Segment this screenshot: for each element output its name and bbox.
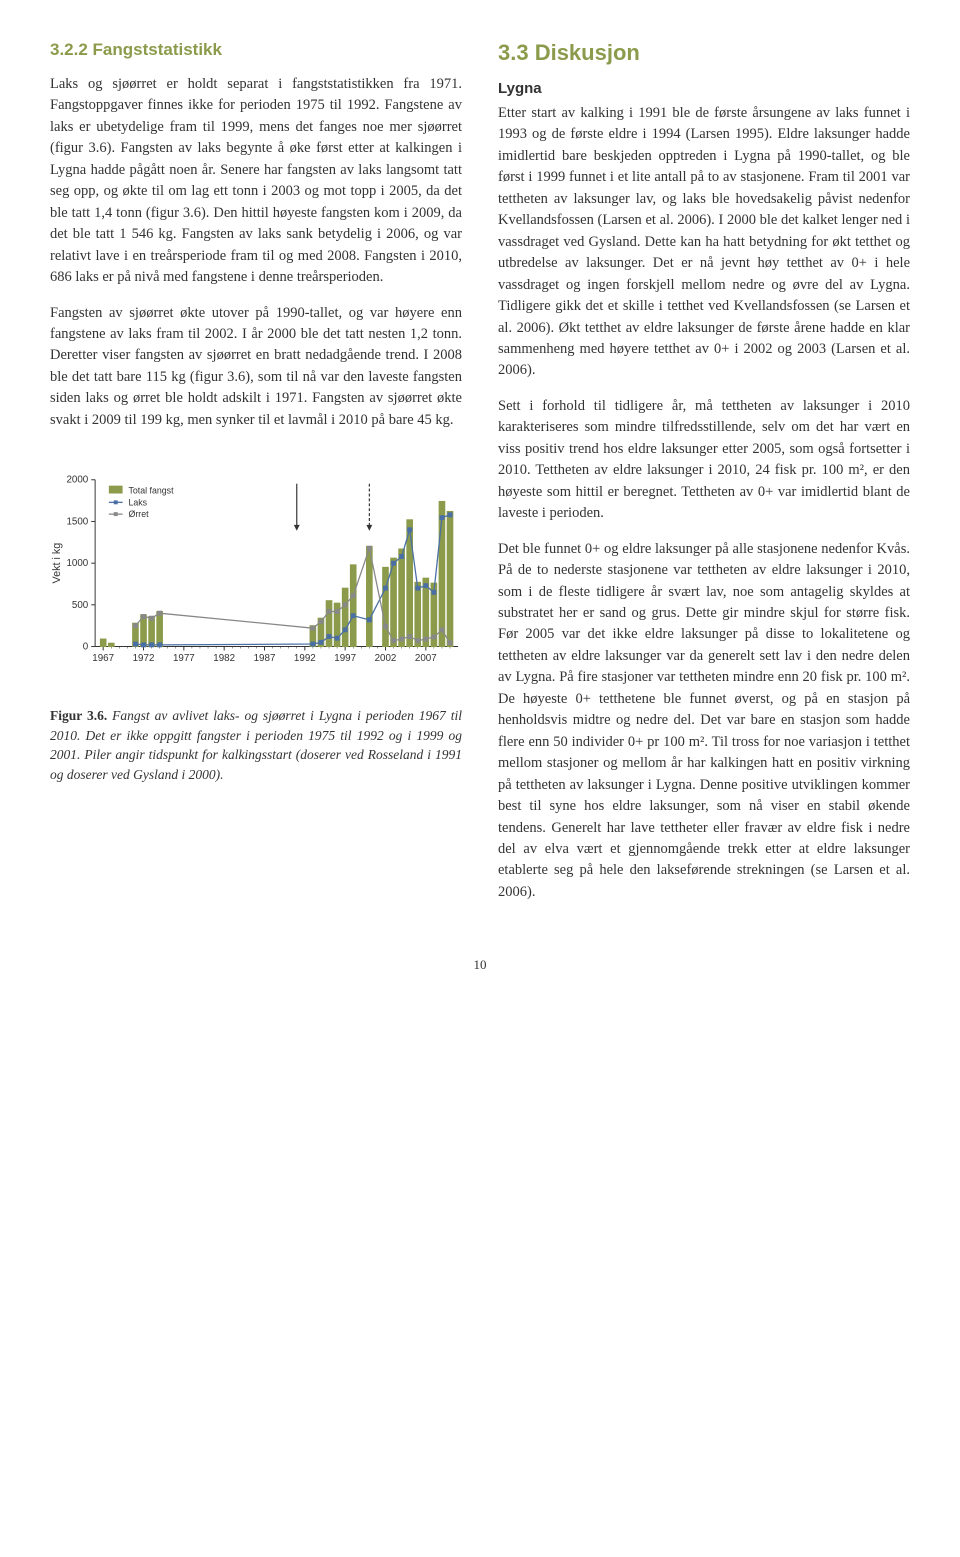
svg-text:1967: 1967 bbox=[92, 653, 114, 664]
caption-lead: Figur 3.6. bbox=[50, 708, 107, 723]
svg-text:2000: 2000 bbox=[66, 475, 88, 486]
svg-text:1987: 1987 bbox=[254, 653, 276, 664]
left-paragraph-2: Fangsten av sjøørret økte utover på 1990… bbox=[50, 303, 462, 432]
right-column: 3.3 Diskusjon Lygna Etter start av kalki… bbox=[498, 40, 910, 917]
svg-text:Laks: Laks bbox=[128, 498, 147, 508]
svg-text:2002: 2002 bbox=[375, 653, 397, 664]
page-number: 10 bbox=[50, 957, 910, 973]
svg-text:Ørret: Ørret bbox=[128, 509, 149, 519]
two-column-layout: 3.2.2 Fangststatistikk Laks og sjøørret … bbox=[50, 40, 910, 917]
caption-body: Fangst av avlivet laks- og sjøørret i Ly… bbox=[50, 708, 462, 782]
svg-text:Total fangst: Total fangst bbox=[128, 486, 174, 496]
right-paragraph-1: Etter start av kalking i 1991 ble de før… bbox=[498, 103, 910, 382]
svg-text:1982: 1982 bbox=[213, 653, 235, 664]
section-heading-3-3: 3.3 Diskusjon bbox=[498, 40, 910, 66]
left-paragraph-1: Laks og sjøørret er holdt separat i fang… bbox=[50, 74, 462, 289]
svg-text:2007: 2007 bbox=[415, 653, 437, 664]
svg-text:0: 0 bbox=[83, 642, 89, 653]
svg-text:1000: 1000 bbox=[66, 558, 88, 569]
chart-svg: 0 500 1000 1500 2000 Vekt i kg 1967 1972 1977 198… bbox=[50, 451, 462, 691]
svg-text:500: 500 bbox=[72, 600, 89, 611]
svg-text:1972: 1972 bbox=[133, 653, 155, 664]
figure-3-6-caption: Figur 3.6. Fangst av avlivet laks- og sj… bbox=[50, 706, 462, 784]
subsection-heading-lygna: Lygna bbox=[498, 80, 910, 97]
figure-3-6-chart: 0 500 1000 1500 2000 Vekt i kg 1967 1972 1977 198… bbox=[50, 451, 462, 696]
svg-text:1977: 1977 bbox=[173, 653, 195, 664]
svg-text:Vekt i kg: Vekt i kg bbox=[51, 543, 63, 584]
right-paragraph-3: Det ble funnet 0+ og eldre laksunger på … bbox=[498, 539, 910, 904]
right-paragraph-2: Sett i forhold til tidligere år, må tett… bbox=[498, 396, 910, 525]
svg-text:1992: 1992 bbox=[294, 653, 316, 664]
left-column: 3.2.2 Fangststatistikk Laks og sjøørret … bbox=[50, 40, 462, 917]
svg-text:1500: 1500 bbox=[66, 517, 88, 528]
section-heading-3-2-2: 3.2.2 Fangststatistikk bbox=[50, 40, 462, 60]
svg-text:1997: 1997 bbox=[334, 653, 356, 664]
